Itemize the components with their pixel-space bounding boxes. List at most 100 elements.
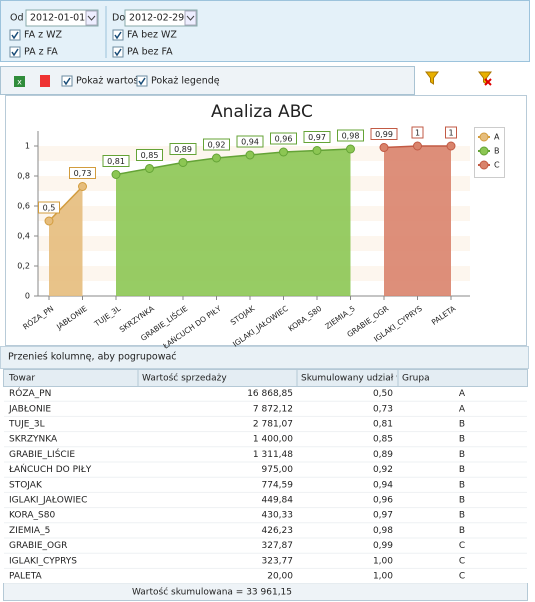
checkbox[interactable] xyxy=(112,46,124,58)
point xyxy=(312,146,322,155)
point xyxy=(245,150,255,160)
line xyxy=(48,185,84,222)
toolbar-option: Pokaż wartości xyxy=(76,76,146,87)
legend-marker xyxy=(479,160,489,170)
cell: B xyxy=(459,465,465,475)
area xyxy=(384,146,451,296)
cell: C xyxy=(459,541,465,551)
check xyxy=(138,77,146,86)
point xyxy=(178,158,188,167)
column-header: Wartość sprzedaży xyxy=(142,373,227,384)
y-tick-label: 0 xyxy=(25,292,30,301)
check xyxy=(11,31,19,40)
value-label: 0,99 xyxy=(375,130,393,139)
cell: 2 781,07 xyxy=(253,420,293,430)
value-label: 0,96 xyxy=(275,135,293,144)
cell: GRABIE_OGR xyxy=(9,541,67,551)
from-label: Od xyxy=(10,13,24,24)
filter-option: PA bez FA xyxy=(127,47,173,58)
area xyxy=(116,149,351,296)
to-label: Do xyxy=(112,13,125,24)
cell: SKRZYNKA xyxy=(9,435,58,445)
cell: 0,92 xyxy=(373,465,393,475)
cell: 0,94 xyxy=(373,480,393,490)
value-label: 0,85 xyxy=(141,151,159,160)
point xyxy=(111,170,121,179)
y-tick-label: 0,6 xyxy=(17,202,30,211)
y-tick-label: 0,2 xyxy=(17,262,30,271)
cell: 774,59 xyxy=(262,480,294,490)
value-label-box xyxy=(136,149,163,161)
table-header xyxy=(3,369,528,387)
cell: 0,81 xyxy=(373,420,393,430)
cell: B xyxy=(459,511,465,521)
cell: IGLAKI_CYPRYS xyxy=(9,556,77,566)
cell: 20,00 xyxy=(267,572,293,582)
legend-label: B xyxy=(494,147,500,156)
value-label-box xyxy=(236,135,264,148)
legend-marker xyxy=(479,146,489,156)
value-label-box xyxy=(102,155,130,167)
cell: TUJE_3L xyxy=(8,420,45,430)
clear-x xyxy=(484,78,492,86)
footer-total: Wartość skumulowana = 33 961,15 xyxy=(132,587,292,598)
cell: C xyxy=(459,556,465,566)
excel-icon[interactable] xyxy=(14,76,25,87)
dropdown[interactable] xyxy=(184,10,197,26)
pdf-icon[interactable] xyxy=(40,75,50,87)
checkbox[interactable] xyxy=(9,29,21,41)
cell: 975,00 xyxy=(262,465,294,475)
filter-icon[interactable] xyxy=(425,71,439,85)
cell: B xyxy=(459,420,465,430)
value-label: 0,5 xyxy=(43,204,56,213)
cell: 7 872,12 xyxy=(253,404,293,414)
checkbox[interactable] xyxy=(136,75,148,87)
checkbox[interactable] xyxy=(112,29,124,41)
filter-option: FA bez WZ xyxy=(127,30,177,41)
dropdown[interactable] xyxy=(85,10,98,26)
value-label-box xyxy=(411,126,424,139)
cell: 1 400,00 xyxy=(253,435,293,445)
check xyxy=(114,31,122,40)
arrow xyxy=(87,15,96,21)
cell: 0,99 xyxy=(373,541,393,551)
column-header: Towar xyxy=(8,374,35,384)
from-date: 2012-01-01 xyxy=(30,13,85,24)
cell: 1,00 xyxy=(373,556,393,566)
cell: 1 311,48 xyxy=(253,450,293,460)
value-label: 0,97 xyxy=(308,133,326,142)
column-header: Skumulowany udział w sprzedaży xyxy=(301,374,453,384)
value-label-box xyxy=(270,132,297,145)
to-date-input[interactable] xyxy=(124,9,198,27)
y-tick-label: 0,4 xyxy=(17,232,30,241)
cell: 16 868,85 xyxy=(247,389,293,399)
cell: 0,97 xyxy=(373,511,393,521)
value-label: 0,73 xyxy=(74,169,92,178)
cell: GRABIE_LIŚCIE xyxy=(9,448,75,460)
from-date-input[interactable] xyxy=(25,9,99,27)
legend-label: A xyxy=(494,133,500,142)
value-label-box xyxy=(169,143,197,155)
point xyxy=(446,141,456,151)
point xyxy=(279,147,288,157)
value-label: 0,98 xyxy=(342,132,360,141)
cell: B xyxy=(459,526,465,536)
value-label-box xyxy=(203,138,230,151)
value-label-box xyxy=(370,128,398,140)
cell: RÓZA_PN xyxy=(9,387,51,399)
point xyxy=(44,216,54,226)
checkbox[interactable] xyxy=(61,75,73,87)
cell: JABŁONIE xyxy=(8,404,51,414)
point xyxy=(379,143,389,152)
column-header: Grupa xyxy=(402,374,430,384)
cell: 430,33 xyxy=(262,511,294,521)
area xyxy=(49,186,83,296)
checkbox[interactable] xyxy=(9,46,21,58)
cell: 0,98 xyxy=(373,526,393,536)
cell: 0,73 xyxy=(373,404,393,414)
point xyxy=(413,141,422,151)
value-label-box xyxy=(337,129,364,142)
point xyxy=(145,164,154,173)
chart-title: Analiza ABC xyxy=(211,102,313,122)
